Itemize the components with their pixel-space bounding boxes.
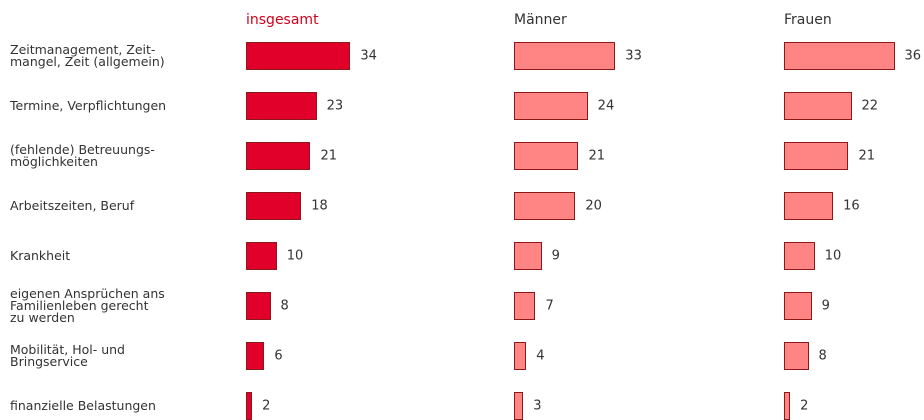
value-label: 6: [274, 348, 283, 364]
value-label: 2: [262, 398, 271, 414]
bar: [784, 142, 849, 170]
bar: [784, 392, 791, 420]
bar: [514, 242, 542, 270]
value-label: 9: [551, 248, 560, 264]
bar: [784, 42, 895, 70]
bar: [514, 392, 524, 420]
value-label: 21: [858, 148, 876, 164]
bar: [784, 292, 812, 320]
value-label: 18: [311, 198, 328, 214]
category-label: Mobilität, Hol- und Bringservice: [10, 342, 125, 369]
category-label: Zeitmanagement, Zeit- mangel, Zeit (allg…: [10, 42, 165, 69]
bar: [246, 192, 302, 220]
series-header: Frauen: [784, 12, 832, 28]
value-label: 2: [800, 398, 809, 414]
bar: [784, 92, 852, 120]
value-label: 36: [904, 48, 922, 64]
bar: [246, 142, 311, 170]
value-label: 16: [843, 198, 860, 214]
bar: [784, 342, 809, 370]
bar: [514, 92, 588, 120]
bar: [514, 342, 527, 370]
value-label: 22: [861, 98, 879, 114]
bar: [246, 292, 271, 320]
value-label: 23: [326, 98, 344, 114]
value-label: 20: [585, 198, 602, 214]
bar: [246, 342, 265, 370]
value-label: 10: [286, 248, 304, 264]
bar: [514, 142, 579, 170]
bar: [246, 92, 317, 120]
value-label: 3: [533, 398, 542, 414]
category-label: (fehlende) Betreuungs- möglichkeiten: [10, 142, 155, 169]
bar: [784, 192, 834, 220]
category-label: Termine, Verpflichtungen: [10, 98, 167, 113]
value-label: 8: [818, 348, 827, 364]
value-label: 33: [625, 48, 642, 64]
value-label: 21: [320, 148, 338, 164]
value-label: 8: [280, 298, 289, 314]
value-label: 9: [821, 298, 830, 314]
bar: [246, 242, 277, 270]
bar: [784, 242, 815, 270]
value-label: 4: [536, 348, 545, 364]
series-header: insgesamt: [246, 12, 319, 28]
category-label: eigenen Ansprüchen ans Familienleben ger…: [10, 286, 165, 325]
category-label: Arbeitszeiten, Beruf: [10, 198, 135, 213]
bar: [514, 192, 576, 220]
category-label: finanzielle Belastungen: [10, 398, 156, 413]
value-label: 24: [597, 98, 615, 114]
value-label: 21: [588, 148, 606, 164]
bar: [514, 292, 536, 320]
category-label: Krankheit: [10, 248, 71, 263]
series-header: Männer: [514, 12, 567, 28]
bar: [246, 42, 351, 70]
value-label: 7: [545, 298, 554, 314]
bar: [246, 392, 253, 420]
value-label: 34: [360, 48, 377, 64]
bar: [514, 42, 616, 70]
value-label: 10: [824, 248, 842, 264]
